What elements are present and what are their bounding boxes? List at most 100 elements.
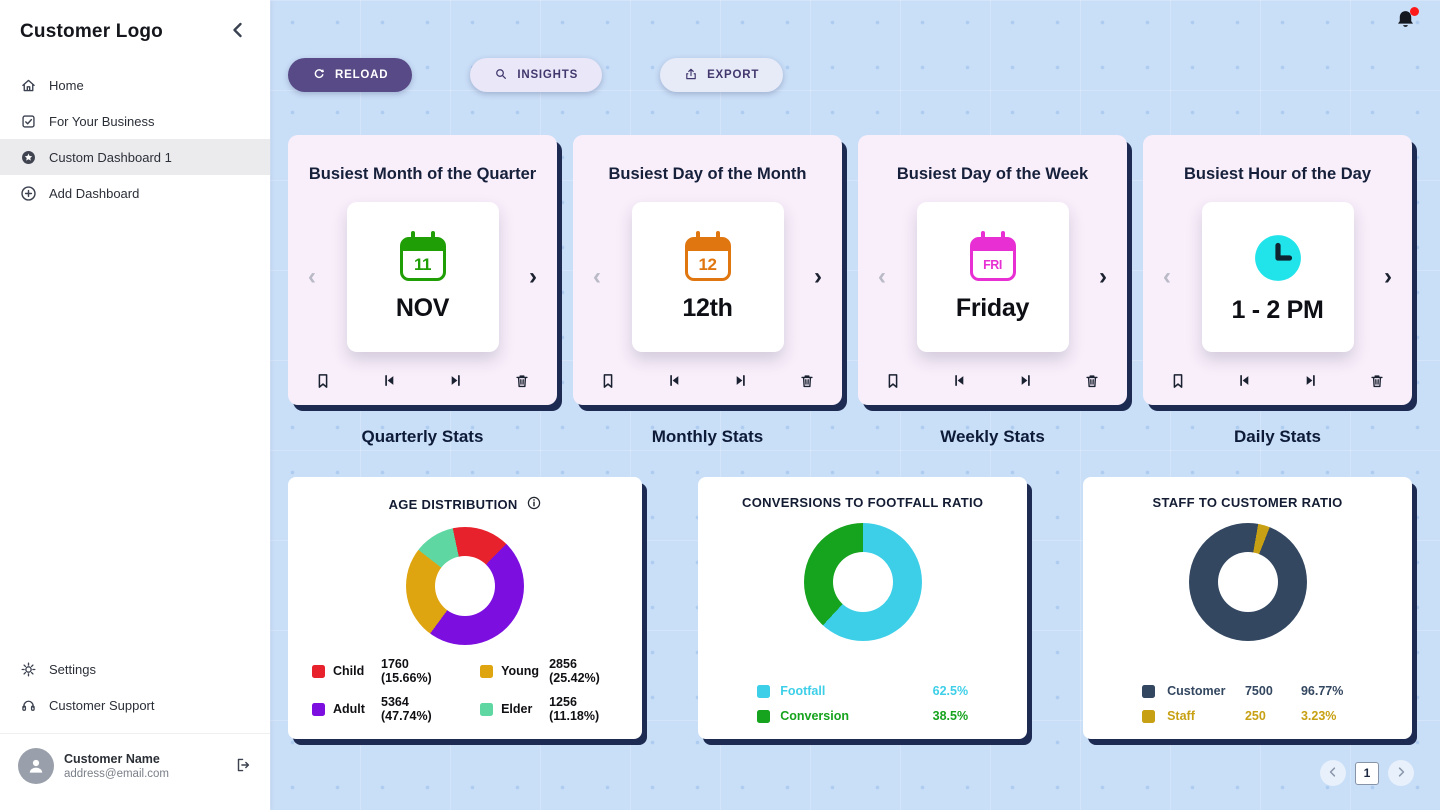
skip-start-button[interactable] [666,372,683,393]
age-legend: Child 1760 (15.66%) Young 2856 (25.42%) Ad… [306,657,624,723]
skip-end-button[interactable] [1302,372,1319,393]
logo-row: Customer Logo [0,0,270,67]
logout-icon [234,756,252,777]
bookmark-button[interactable] [599,372,617,393]
stat-caption: Daily Stats [1234,427,1321,446]
user-email: address@email.com [64,768,169,780]
sidebar-item-for-your-business[interactable]: For Your Business [0,103,270,139]
next-stat-button[interactable]: › [529,263,537,290]
next-page-button[interactable] [1388,760,1414,786]
bookmark-button[interactable] [314,372,332,393]
skip-end-button[interactable] [1017,372,1034,393]
add-icon [20,185,37,202]
sidebar-item-custom-dashboard-1[interactable]: Custom Dashboard 1 [0,139,270,175]
stat-card-weekly: Busiest Day of the Week ‹ FRI Friday › [858,135,1127,447]
stat-value: NOV [395,294,450,322]
stat-caption: Monthly Stats [651,427,764,446]
legend-item: Young 2856 (25.42%) [480,657,618,685]
legend-swatch [480,702,494,716]
skip-start-button[interactable] [1236,372,1253,393]
skip-end-button[interactable] [447,372,464,393]
skip-end-icon [732,372,749,393]
reload-label: RELOAD [335,69,389,81]
stat-actions [1155,372,1400,393]
stat-card-monthly: Busiest Day of the Month ‹ 12 12th › [573,135,842,447]
clock-icon [1253,233,1303,283]
sidebar-collapse-button[interactable] [228,20,248,43]
next-stat-button[interactable]: › [1099,263,1107,290]
conversions-footfall-donut [803,523,922,641]
info-button[interactable] [526,495,542,514]
export-icon [684,67,698,84]
sidebar-item-home[interactable]: Home [0,67,270,103]
chevron-left-icon [228,20,248,43]
delete-button[interactable] [1368,372,1386,393]
conversions-legend: Footfall 62.5% Conversion 38.5% [757,684,968,723]
stat-actions [585,372,830,393]
skip-end-button[interactable] [732,372,749,393]
chart-title: STAFF TO CUSTOMER RATIO [1152,495,1343,510]
legend-swatch [757,684,771,698]
stat-caption: Quarterly Stats [361,427,484,446]
legend-swatch [312,664,325,678]
prev-stat-button[interactable]: ‹ [878,263,886,290]
sidebar-item-label: For Your Business [49,113,155,129]
trash-icon [798,372,816,393]
user-profile: Customer Name address@email.com [0,733,270,804]
delete-button[interactable] [798,372,816,393]
sidebar-item-settings[interactable]: Settings [0,651,270,687]
export-button[interactable]: EXPORT [660,58,784,92]
chevron-left-icon [1326,765,1340,782]
export-label: EXPORT [707,69,760,81]
settings-icon [20,661,37,678]
stat-value: 12th [682,294,733,322]
legend-swatch [312,702,325,716]
stat-value: 1 - 2 PM [1231,296,1324,324]
legend-swatch [757,709,771,723]
next-stat-button[interactable]: › [814,263,822,290]
age-distribution-card: AGE DISTRIBUTION Child 1760 (15.66%) Youn… [288,477,643,739]
bookmark-button[interactable] [884,372,902,393]
reload-button[interactable]: RELOAD [288,58,413,92]
calendar-icon: 12 [684,231,731,281]
prev-stat-button[interactable]: ‹ [308,263,316,290]
notification-badge [1410,7,1419,16]
delete-button[interactable] [1083,372,1101,393]
current-page-indicator[interactable]: 1 [1355,761,1379,785]
business-icon [20,113,37,130]
logout-button[interactable] [234,756,252,777]
skip-start-button[interactable] [381,372,398,393]
stat-value-card: 1 - 2 PM [1201,202,1354,352]
sidebar-item-label: Add Dashboard [49,185,140,201]
refresh-icon [312,67,326,84]
sidebar-item-label: Custom Dashboard 1 [49,149,172,165]
home-icon [20,77,37,94]
calendar-icon: FRI [969,231,1016,281]
bookmark-icon [314,372,332,393]
legend-item: Footfall 62.5% [757,684,968,698]
stat-card-title: Busiest Hour of the Day [1183,165,1372,183]
trash-icon [1083,372,1101,393]
prev-page-button[interactable] [1320,760,1346,786]
sidebar-item-label: Home [49,77,84,93]
prev-stat-button[interactable]: ‹ [593,263,601,290]
skip-start-icon [951,372,968,393]
sidebar-item-label: Customer Support [49,697,155,713]
next-stat-button[interactable]: › [1384,263,1392,290]
insights-button[interactable]: INSIGHTS [470,58,603,92]
prev-stat-button[interactable]: ‹ [1163,263,1171,290]
bookmark-button[interactable] [1169,372,1187,393]
sidebar-item-add-dashboard[interactable]: Add Dashboard [0,175,270,211]
stat-cards-row: Busiest Month of the Quarter ‹ 11 NOV › [288,135,1412,447]
skip-start-button[interactable] [951,372,968,393]
skip-start-icon [666,372,683,393]
support-icon [20,697,37,714]
notifications-button[interactable] [1393,7,1419,38]
trash-icon [1368,372,1386,393]
staff-legend: Customer 7500 96.77% Staff 250 3.23% [1142,684,1353,723]
legend-item: Conversion 38.5% [757,709,968,723]
sidebar-item-customer-support[interactable]: Customer Support [0,687,270,723]
delete-button[interactable] [513,372,531,393]
legend-item: Staff 250 3.23% [1142,709,1353,723]
stat-card-title: Busiest Month of the Quarter [308,165,537,183]
